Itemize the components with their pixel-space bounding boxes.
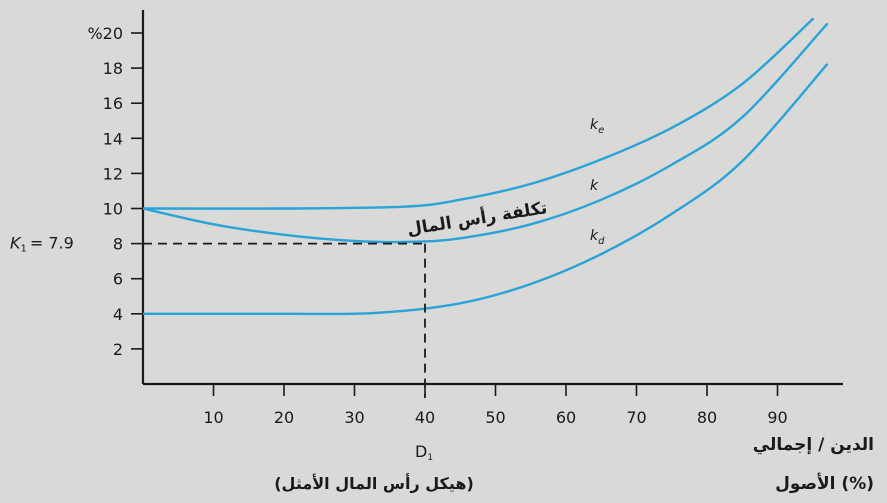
x-tick-label: 90: [767, 408, 787, 427]
optimal-debt-label: D1: [415, 442, 433, 463]
y-tick-label: 16: [103, 94, 123, 113]
y-tick-label: 2: [113, 340, 123, 359]
x-axis-title-line2: الأصول (%): [775, 473, 874, 494]
x-tick-label: 60: [556, 408, 576, 427]
x-axis-title-line1: الدين / إجمالي: [753, 435, 874, 455]
y-tick-label: 6: [113, 270, 123, 289]
k-curve: [143, 23, 829, 244]
x-tick-label: 40: [415, 408, 435, 427]
x-tick-label: 30: [344, 408, 364, 427]
axes: [141, 10, 843, 386]
y-tick-label: 18: [103, 59, 123, 78]
x-tick-label: 10: [203, 408, 223, 427]
x-tick-label: 70: [626, 408, 646, 427]
optimal-structure-caption: (هيكل رأس المال الأمثل): [274, 473, 474, 493]
tick-marks: [131, 32, 779, 396]
kd-curve: [143, 63, 829, 316]
x-tick-label: 20: [274, 408, 294, 427]
curves: [143, 17, 829, 316]
y-tick-label: 4: [113, 305, 123, 324]
y-tick-label: %20: [87, 24, 123, 43]
x-tick-label: 80: [697, 408, 717, 427]
y-tick-label: 10: [103, 200, 123, 219]
k-label: k: [590, 178, 599, 194]
labels: 2 4 6 8 10 12 14 16 18 %20 10 20 30 40 50 60 70 80 90 ke k kd…: [10, 24, 874, 494]
kd-label: kd: [590, 228, 605, 247]
optimal-cost-label: K1 = 7.9: [10, 234, 74, 255]
y-tick-label: 14: [103, 129, 123, 148]
cost-of-capital-label: تكلفة رأس المال: [406, 196, 549, 240]
x-tick-label: 50: [485, 408, 505, 427]
optimal-guides: [143, 242, 426, 398]
ke-curve: [143, 17, 814, 210]
y-tick-label: 8: [113, 235, 123, 254]
ke-label: ke: [590, 117, 604, 136]
y-tick-label: 12: [103, 164, 123, 183]
